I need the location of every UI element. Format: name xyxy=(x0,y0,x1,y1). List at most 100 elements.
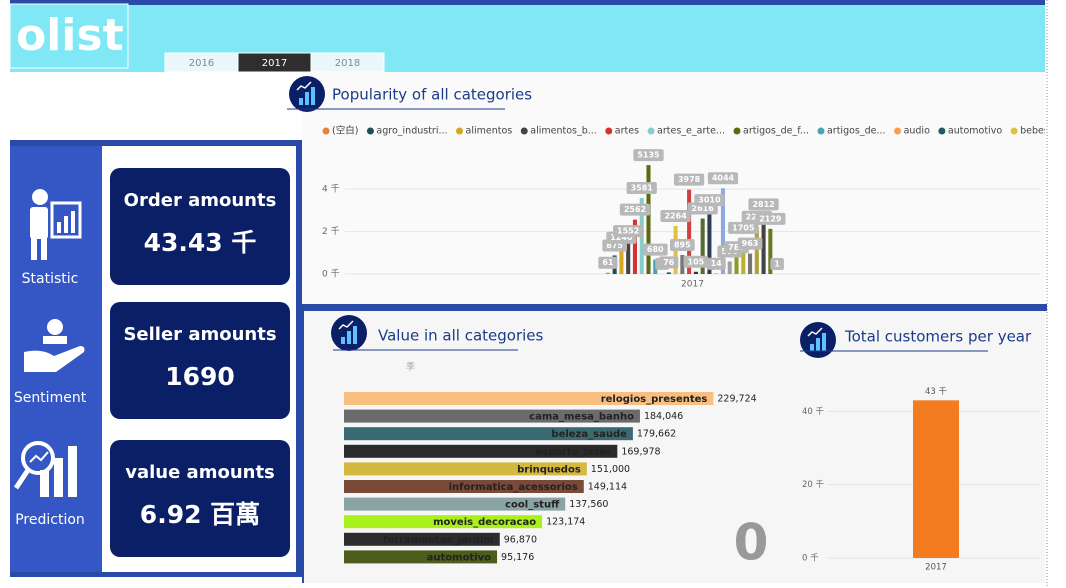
data-label: 179,662 xyxy=(637,429,676,440)
category-label: beleza_saude xyxy=(551,429,627,440)
prediction-icon xyxy=(13,441,77,497)
legend-marker xyxy=(322,127,330,135)
nav: Statistic Sentiment Prediction xyxy=(14,271,87,528)
data-label: 105 xyxy=(688,257,705,266)
data-label-box xyxy=(673,173,705,186)
bar xyxy=(626,241,631,274)
legend-marker xyxy=(733,127,741,135)
chart-area xyxy=(302,72,1045,305)
nav-label[interactable]: Statistic xyxy=(22,271,79,287)
x-tick-label: 2017 xyxy=(681,280,704,290)
nav-label[interactable]: Sentiment xyxy=(14,390,87,406)
legend-marker xyxy=(456,127,464,135)
category-label: relogios_presentes xyxy=(601,394,708,405)
data-label: 61 xyxy=(602,258,614,267)
category-label: automotivo xyxy=(427,552,492,563)
data-label-box xyxy=(598,256,618,269)
legend-marker xyxy=(605,127,613,135)
kpi-value: 43.43 千 xyxy=(144,228,257,257)
data-label-box xyxy=(748,198,779,211)
category-label: esporte_lazer xyxy=(535,447,611,458)
divider xyxy=(300,304,1047,311)
category-label: moveis_decoracao xyxy=(433,517,536,528)
bar xyxy=(344,532,500,546)
data-label-box xyxy=(737,237,763,250)
y-tick-label: 0 千 xyxy=(322,269,340,280)
legend-label: automotivo xyxy=(948,126,1002,137)
bar xyxy=(748,253,753,274)
bar xyxy=(344,427,633,441)
year-tab-label[interactable]: 2018 xyxy=(335,58,360,69)
data-label-box xyxy=(613,225,644,238)
legend-label: (空白) xyxy=(332,125,358,137)
bar xyxy=(680,255,685,274)
kpi-card xyxy=(110,302,290,419)
data-label: 184,046 xyxy=(644,411,683,422)
y-tick-label: 2 千 xyxy=(322,226,340,237)
logo-box xyxy=(9,3,129,69)
data-label-box xyxy=(755,212,786,225)
data-label: 96,870 xyxy=(504,534,537,545)
data-label: 680 xyxy=(647,245,664,254)
bar xyxy=(344,480,584,493)
title-icon xyxy=(305,92,309,105)
chart-subtitle: 季 xyxy=(406,361,415,373)
bar xyxy=(344,550,498,564)
legend-label: audio xyxy=(904,126,931,137)
kpi-value: 1690 xyxy=(165,362,235,391)
category-label: cama_mesa_banho xyxy=(529,412,634,423)
statistic-icon xyxy=(30,189,82,260)
panel-border xyxy=(10,140,302,146)
title-icon xyxy=(296,81,312,91)
kpi-value: 6.92 百萬 xyxy=(140,500,260,529)
bar xyxy=(344,497,566,511)
bar xyxy=(344,409,640,423)
data-label: 3581 xyxy=(631,184,654,193)
year-tab-label[interactable]: 2017 xyxy=(262,58,287,69)
kpis: Order amounts 43.43 千 Seller amounts 1690 va… xyxy=(110,168,290,557)
legend-label: artigos_de... xyxy=(827,126,886,137)
bar xyxy=(344,462,587,476)
data-label: 76 xyxy=(663,258,675,267)
bar xyxy=(720,188,725,274)
data-label-box xyxy=(694,194,725,207)
x-tick-label: 2017 xyxy=(925,563,947,573)
data-label-box xyxy=(683,255,709,268)
data-label: 3010 xyxy=(698,196,721,205)
panel-border xyxy=(296,146,302,576)
bar xyxy=(619,247,624,274)
bar xyxy=(727,261,732,274)
legend-label: alimentos xyxy=(466,126,513,137)
data-label-box xyxy=(626,182,657,195)
legend-marker xyxy=(1010,127,1018,135)
title-icon xyxy=(807,327,823,337)
bar xyxy=(734,257,739,274)
bar xyxy=(707,210,712,274)
data-label-box xyxy=(619,203,651,216)
bar xyxy=(700,218,705,274)
data-label-box xyxy=(669,239,695,252)
data-label: 963 xyxy=(742,239,759,248)
chart-title: Value in all categories xyxy=(378,327,544,345)
legend-marker xyxy=(817,127,825,135)
category-label: informatica_acessorios xyxy=(449,482,578,493)
data-label: 149,114 xyxy=(588,482,627,493)
legend-marker xyxy=(366,127,374,135)
bar xyxy=(741,237,746,274)
data-label: 95,176 xyxy=(501,552,534,563)
bar xyxy=(646,165,651,274)
bar xyxy=(666,272,671,274)
data-label-box xyxy=(633,149,664,162)
data-label: 3978 xyxy=(678,175,701,184)
kpi-label: value amounts xyxy=(125,462,275,483)
big-number: 0 xyxy=(734,514,769,572)
title-icon xyxy=(311,87,315,105)
bar xyxy=(761,214,766,274)
title-icon xyxy=(347,331,351,344)
nav-label[interactable]: Prediction xyxy=(15,512,85,528)
year-tab-label[interactable]: 2016 xyxy=(189,58,214,69)
data-label: 1705 xyxy=(732,223,755,232)
data-label: 169,978 xyxy=(621,446,660,457)
title-icon xyxy=(810,344,814,351)
data-label-box xyxy=(707,172,739,185)
